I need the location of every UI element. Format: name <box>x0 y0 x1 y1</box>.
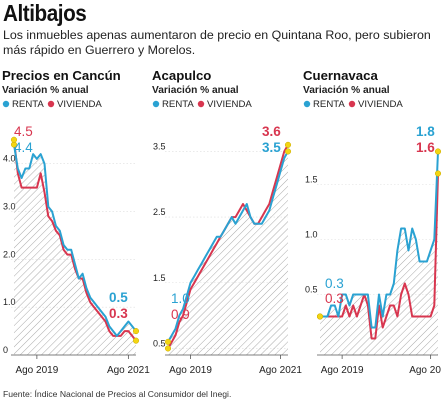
series-line-renta <box>13 144 137 337</box>
legend: RENTA VIVIENDA <box>152 99 252 110</box>
legend: RENTA VIVIENDA <box>303 99 403 110</box>
y-tick-label: 2.5 <box>153 207 166 217</box>
panel-subtitle: Variación % anual <box>152 85 239 96</box>
start-label-renta: 1.0 <box>171 291 190 306</box>
end-label-renta: 1.8 <box>416 124 435 139</box>
legend-vivienda-label: VIVIENDA <box>207 99 252 110</box>
x-tick-label: Ago 2021 <box>259 365 302 376</box>
x-tick-label: Ago 2019 <box>15 365 58 376</box>
x-tick-label: Ago 2019 <box>169 365 212 376</box>
start-label-vivienda: 0.3 <box>325 291 344 306</box>
start-label-renta: 0.3 <box>325 276 344 291</box>
end-label-renta: 3.5 <box>262 140 281 155</box>
start-label-vivienda: 4.5 <box>14 124 33 139</box>
start-point <box>164 338 172 345</box>
y-tick-label: 1.0 <box>3 297 16 307</box>
y-tick-label: 1.0 <box>305 230 318 240</box>
legend: RENTA VIVIENDA <box>2 99 102 110</box>
panel-title: Cuernavaca <box>303 68 378 83</box>
panel-subtitle: Variación % anual <box>2 85 89 96</box>
legend-renta-label: RENTA <box>313 99 345 110</box>
panel-subtitle: Variación % anual <box>303 85 390 96</box>
legend-renta-swatch <box>152 100 160 108</box>
y-tick-label: 0.5 <box>305 285 318 295</box>
end-point <box>434 148 441 155</box>
area-hatch <box>14 144 136 355</box>
panel-title: Precios en Cancún <box>2 68 121 83</box>
panel-title: Acapulco <box>152 68 211 83</box>
y-tick-label: 3.0 <box>3 202 16 212</box>
start-label-renta: 4.4 <box>14 140 33 155</box>
end-point <box>434 170 441 177</box>
end-point <box>132 337 140 344</box>
end-label-vivienda: 3.6 <box>262 124 281 139</box>
legend-vivienda-label: VIVIENDA <box>57 99 102 110</box>
series-line-renta <box>320 151 439 329</box>
y-tick-label: 4.0 <box>3 154 16 164</box>
start-point <box>10 136 18 143</box>
x-tick-label: Ago 2021 <box>409 365 441 376</box>
page-subtitle: Los inmuebles apenas aumentaron de preci… <box>3 28 431 57</box>
page-title: Altibajos <box>3 0 87 26</box>
legend-vivienda-label: VIVIENDA <box>358 99 403 110</box>
legend-vivienda-swatch <box>197 100 205 108</box>
y-tick-label: 0.5 <box>153 338 166 348</box>
panel-1: Acapulco Variación % anual RENTA VIVIENDA 0.… <box>152 68 302 376</box>
end-label-renta: 0.5 <box>109 290 128 305</box>
area-hatch <box>320 151 438 355</box>
legend-vivienda-swatch <box>348 100 356 108</box>
y-tick-label: 3.5 <box>153 141 166 151</box>
legend-renta-swatch <box>2 100 10 108</box>
y-tick-label: 1.5 <box>153 273 166 283</box>
x-tick-label: Ago 2019 <box>321 365 364 376</box>
panel-0: Precios en Cancún Variación % anual RENTA V… <box>2 68 150 376</box>
legend-renta-swatch <box>303 100 311 108</box>
legend-renta-label: RENTA <box>12 99 44 110</box>
panel-2: Cuernavaca Variación % anual RENTA VIVIENDA… <box>303 68 441 376</box>
series-line-renta <box>167 150 289 343</box>
y-tick-label: 0 <box>3 345 8 355</box>
source-note: Fuente: Índice Nacional de Precios al Co… <box>3 389 232 399</box>
area-hatch <box>168 151 288 355</box>
legend-renta-label: RENTA <box>162 99 194 110</box>
end-point <box>132 328 140 335</box>
x-tick-label: Ago 2021 <box>107 365 150 376</box>
end-point <box>284 141 292 148</box>
start-point <box>316 313 324 320</box>
end-point <box>284 148 292 155</box>
start-label-vivienda: 0.9 <box>171 307 190 322</box>
end-label-vivienda: 0.3 <box>109 306 128 321</box>
legend-vivienda-swatch <box>47 100 55 108</box>
y-tick-label: 2.0 <box>3 249 16 259</box>
end-label-vivienda: 1.6 <box>416 140 435 155</box>
start-point <box>164 345 172 352</box>
y-tick-label: 1.5 <box>305 175 318 185</box>
series-line-vivienda <box>320 173 439 340</box>
